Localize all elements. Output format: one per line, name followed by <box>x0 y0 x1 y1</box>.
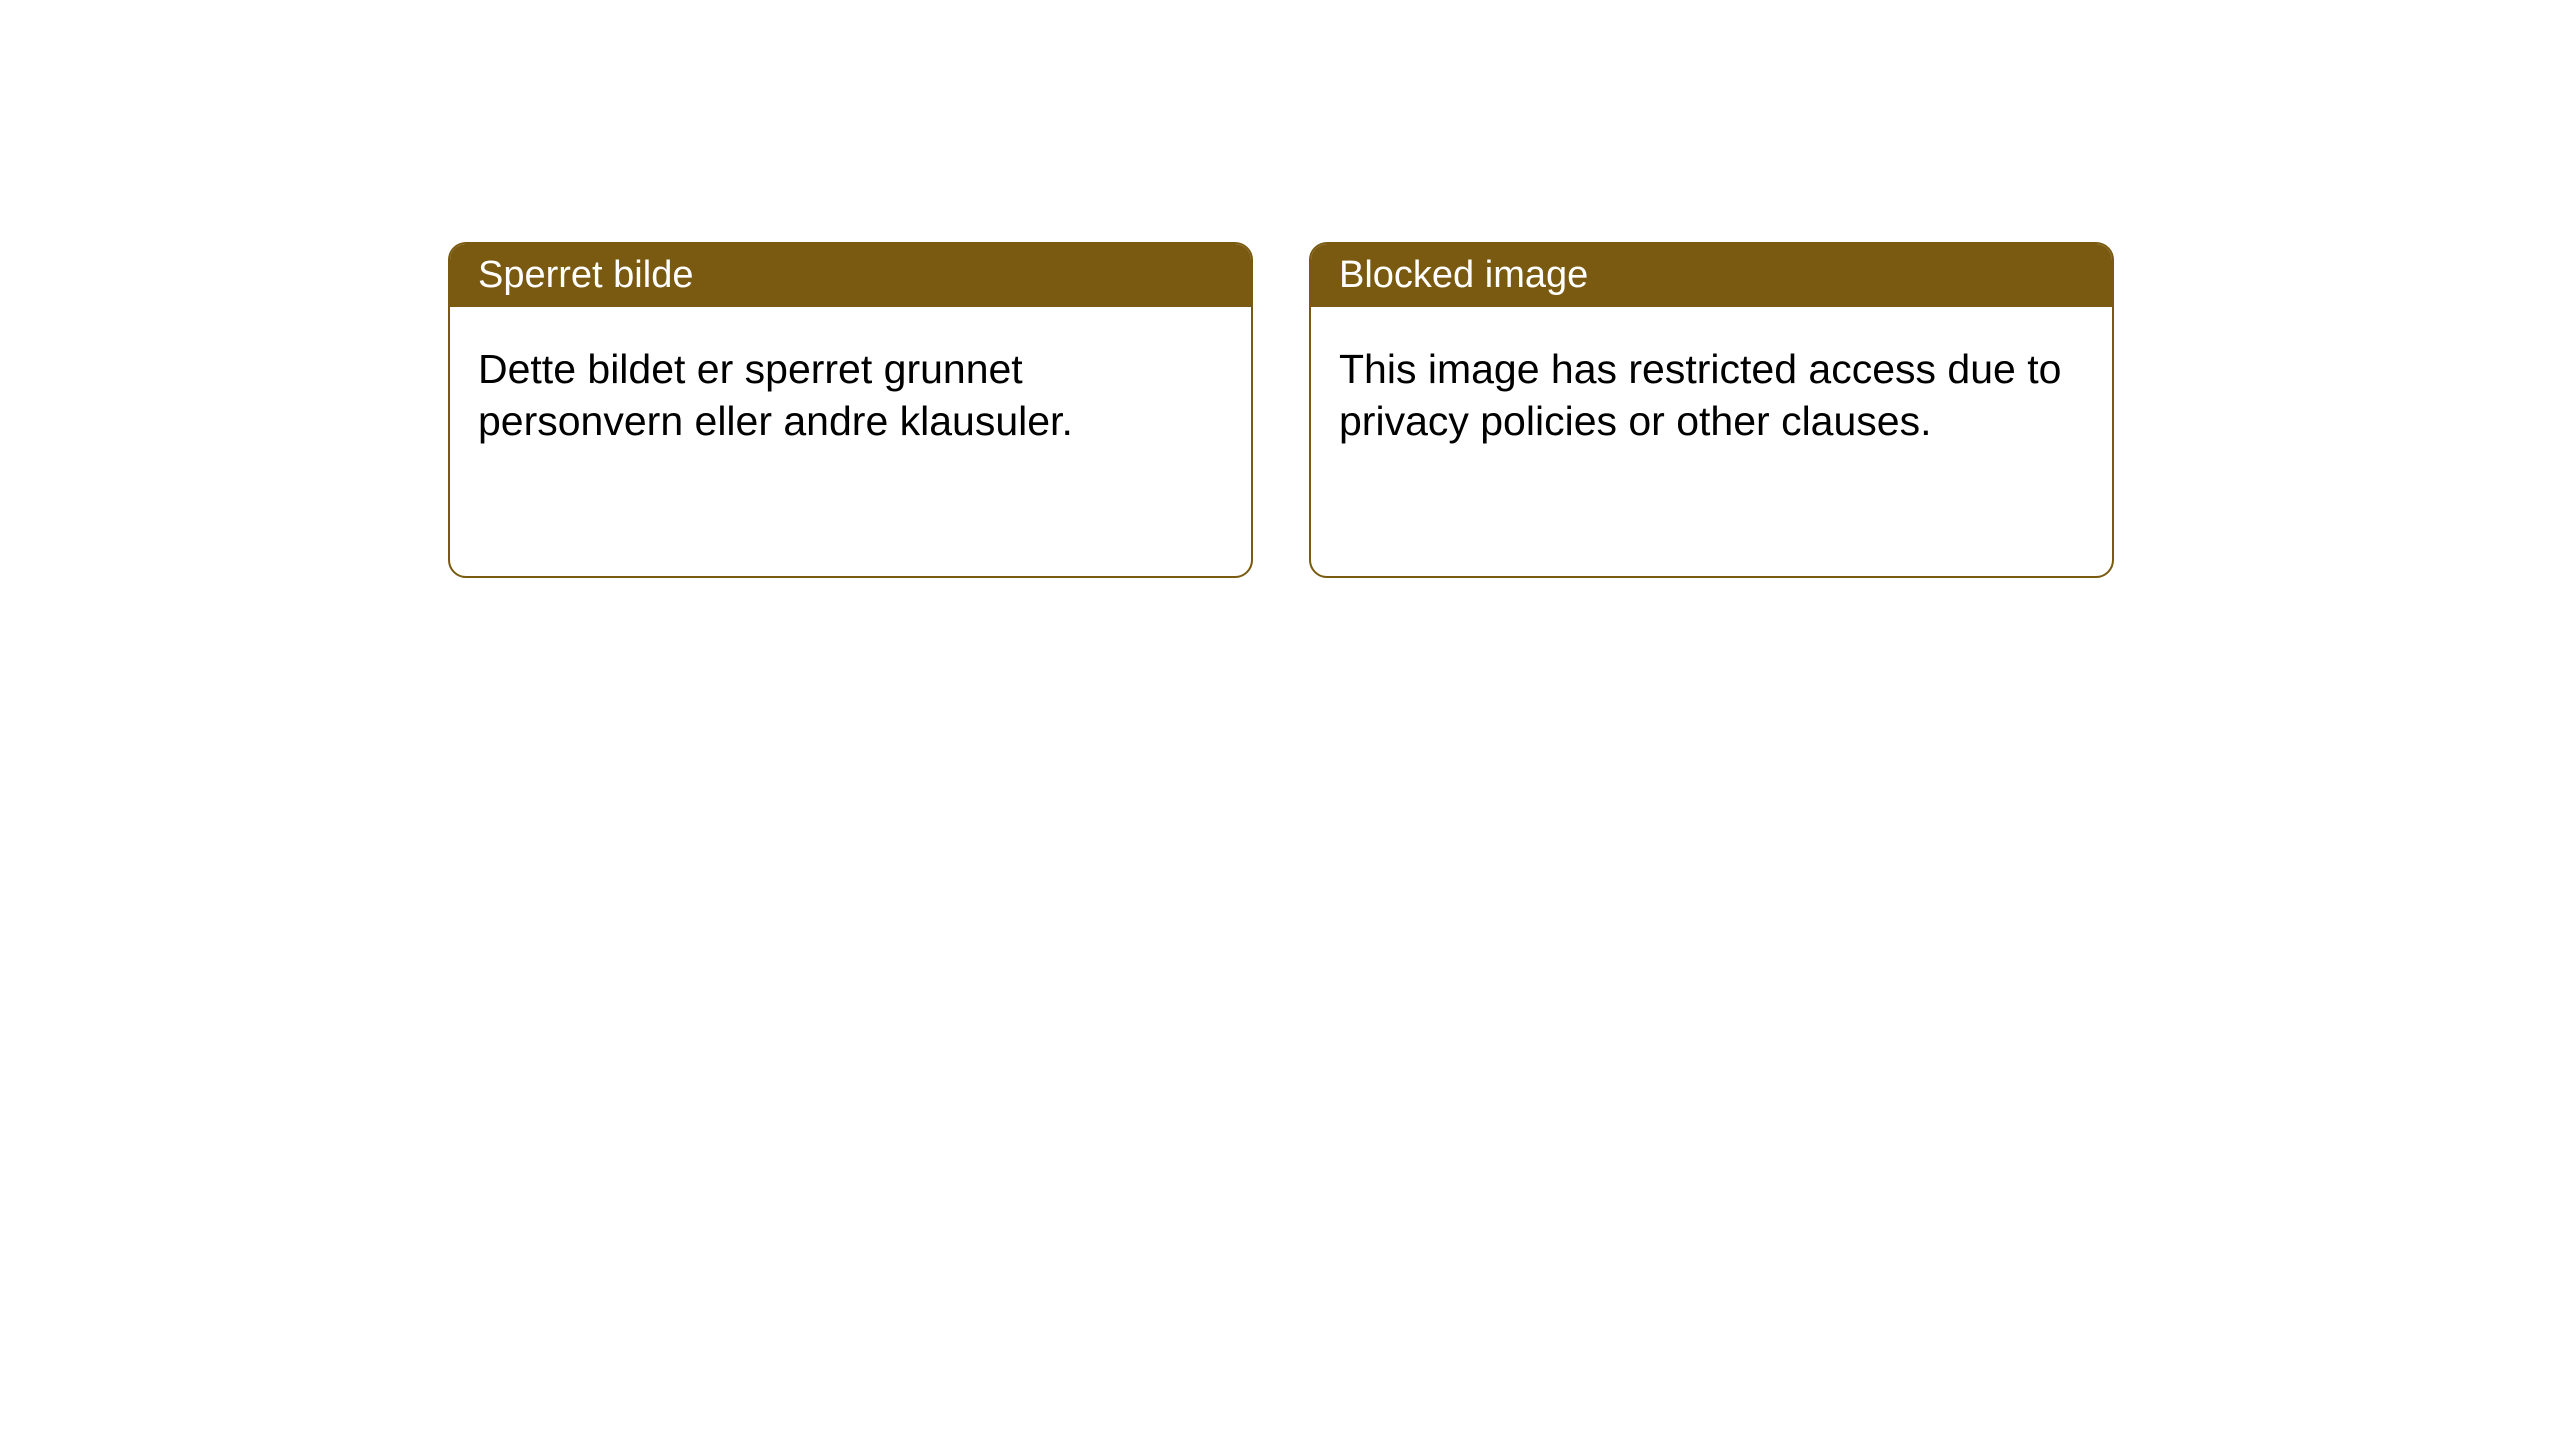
card-header: Sperret bilde <box>450 244 1251 307</box>
blocked-image-card-no: Sperret bilde Dette bildet er sperret gr… <box>448 242 1253 578</box>
card-title: Blocked image <box>1339 254 1588 296</box>
cards-container: Sperret bilde Dette bildet er sperret gr… <box>0 0 2560 578</box>
card-header: Blocked image <box>1311 244 2112 307</box>
blocked-image-card-en: Blocked image This image has restricted … <box>1309 242 2114 578</box>
card-body-text: Dette bildet er sperret grunnet personve… <box>478 346 1073 444</box>
card-body: This image has restricted access due to … <box>1311 307 2112 484</box>
card-body-text: This image has restricted access due to … <box>1339 346 2061 444</box>
card-body: Dette bildet er sperret grunnet personve… <box>450 307 1251 484</box>
card-title: Sperret bilde <box>478 254 693 296</box>
